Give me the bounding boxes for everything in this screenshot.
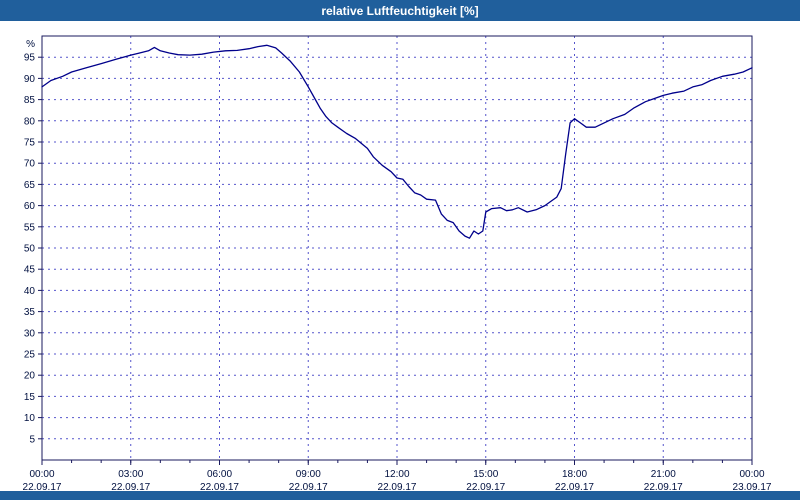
y-tick-label: 45: [24, 265, 36, 276]
series-layer: [41, 44, 753, 239]
x-tick-date-label: 23.09.17: [733, 482, 772, 491]
y-tick-label: 15: [24, 392, 36, 403]
y-tick-label: 75: [24, 138, 36, 149]
y-tick-label: 35: [24, 307, 36, 318]
chart-area: 5 10 15 20 25 30 35 40 45 50 55 60 65 70 75 80 85 90 95% 00…: [0, 21, 800, 493]
y-tick-label: 95: [24, 53, 36, 64]
x-tick-date-label: 22.09.17: [289, 482, 328, 491]
y-tick-label: 5: [29, 434, 35, 445]
y-tick-label: 10: [24, 413, 36, 424]
y-tick-label: 85: [24, 95, 36, 106]
x-tick-date-label: 22.09.17: [23, 482, 62, 491]
y-tick-label: 70: [24, 159, 36, 170]
y-tick-label: 40: [24, 286, 36, 297]
y-tick-label: 65: [24, 180, 36, 191]
x-tick-date-label: 22.09.17: [378, 482, 417, 491]
y-tick-label: 90: [24, 74, 36, 85]
y-tick-label: 60: [24, 201, 36, 212]
x-tick-time-label: 18:00: [562, 469, 587, 480]
x-tick-time-label: 21:00: [651, 469, 676, 480]
x-tick-date-label: 22.09.17: [644, 482, 683, 491]
x-tick-time-label: 15:00: [473, 469, 498, 480]
humidity-series-line: [41, 44, 753, 239]
y-tick-label: 55: [24, 222, 36, 233]
x-tick-time-label: 09:00: [296, 469, 321, 480]
y-tick-label: 20: [24, 371, 36, 382]
x-tick-time-label: 00:00: [29, 469, 54, 480]
x-tick-time-label: 03:00: [118, 469, 143, 480]
chart-title: relative Luftfeuchtigkeit [%]: [321, 3, 479, 18]
x-tick-date-label: 22.09.17: [111, 482, 150, 491]
y-tick-label: 30: [24, 328, 36, 339]
y-tick-label: 25: [24, 350, 36, 361]
grid-layer: [42, 36, 752, 460]
bottom-bar: [0, 491, 800, 500]
humidity-chart-canvas: 5 10 15 20 25 30 35 40 45 50 55 60 65 70 75 80 85 90 95% 00…: [23, 35, 772, 493]
x-tick-date-label: 22.09.17: [200, 482, 239, 491]
tick-labels: 5 10 15 20 25 30 35 40 45 50 55 60 65 70 75 80 85 90 95% 00…: [23, 39, 772, 493]
y-axis-unit-label: %: [26, 39, 35, 50]
y-tick-label: 80: [24, 116, 36, 127]
x-tick-date-label: 22.09.17: [555, 482, 594, 491]
y-tick-label: 50: [24, 244, 36, 255]
title-bar: relative Luftfeuchtigkeit [%]: [0, 0, 800, 21]
x-tick-time-label: 12:00: [384, 469, 409, 480]
axis-layer: [38, 35, 753, 465]
x-tick-time-label: 00:00: [739, 469, 764, 480]
x-tick-date-label: 22.09.17: [466, 482, 505, 491]
x-tick-time-label: 06:00: [207, 469, 232, 480]
